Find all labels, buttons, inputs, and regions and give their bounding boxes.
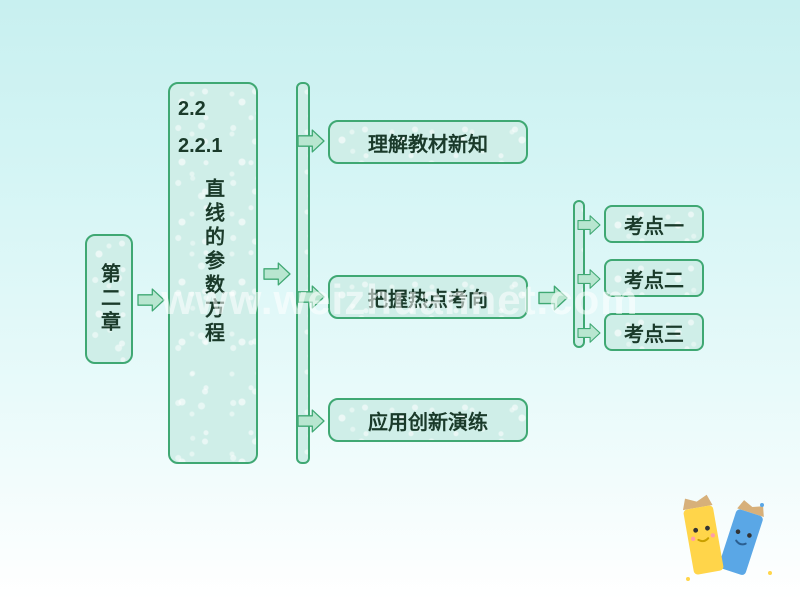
point-label: 考点二 — [624, 264, 684, 293]
arrow-icon — [575, 322, 603, 344]
point-box-2[interactable]: 考点三 — [604, 313, 704, 351]
topic-label: 把握热点考向 — [368, 283, 488, 312]
topic-box-0[interactable]: 理解教材新知 — [328, 120, 528, 164]
arrow-icon — [296, 408, 326, 434]
arrow-icon — [296, 284, 326, 310]
section-num2: 2.2.1 — [170, 135, 256, 158]
topic-box-1[interactable]: 把握热点考向 — [328, 275, 528, 319]
arrow-icon — [296, 128, 326, 154]
chapter-label: 第二章 — [95, 263, 124, 335]
topic-box-2[interactable]: 应用创新演练 — [328, 398, 528, 442]
arrow-icon — [262, 261, 292, 287]
point-box-1[interactable]: 考点二 — [604, 259, 704, 297]
arrow-icon — [575, 268, 603, 290]
pencil-mascots-icon — [670, 493, 780, 588]
point-box-0[interactable]: 考点一 — [604, 205, 704, 243]
point-label: 考点一 — [624, 210, 684, 239]
arrow-icon — [535, 284, 571, 312]
section-title: 直线的参数方程 — [199, 178, 228, 346]
chapter-box: 第二章 — [85, 234, 133, 364]
arrow-icon — [136, 287, 166, 313]
section-num1: 2.2 — [170, 98, 256, 121]
section-box: 2.2 2.2.1 直线的参数方程 — [168, 82, 258, 464]
point-label: 考点三 — [624, 318, 684, 347]
topic-label: 应用创新演练 — [368, 406, 488, 435]
arrow-icon — [575, 214, 603, 236]
topic-label: 理解教材新知 — [368, 128, 488, 157]
